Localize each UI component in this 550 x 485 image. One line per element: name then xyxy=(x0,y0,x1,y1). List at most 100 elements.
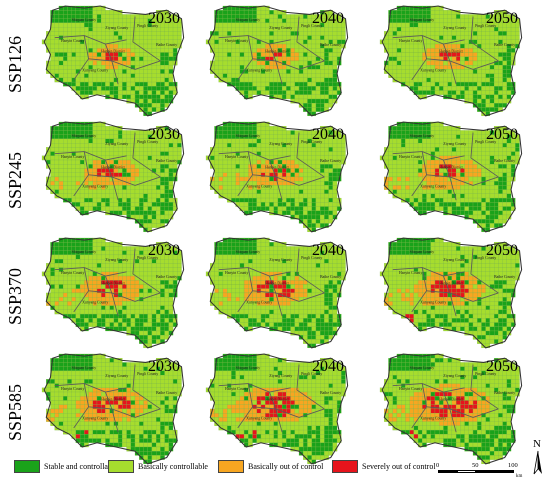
grid-cell xyxy=(502,31,507,36)
county-label: Baihe County xyxy=(156,159,177,163)
grid-cell xyxy=(160,313,165,319)
grid-cell xyxy=(290,90,295,95)
grid-cell xyxy=(58,143,64,148)
grid-cell xyxy=(324,280,329,285)
grid-cell xyxy=(168,168,174,173)
grid-cell xyxy=(260,267,266,272)
grid-cell xyxy=(222,250,228,256)
grid-cell xyxy=(252,176,257,182)
grid-cell xyxy=(92,159,98,165)
grid-cell xyxy=(239,52,245,57)
grid-cell xyxy=(409,138,414,144)
grid-cell xyxy=(147,339,153,344)
grid-cell xyxy=(422,138,427,144)
grid-cell xyxy=(451,202,457,207)
grid-cell xyxy=(290,271,295,277)
grid-cell xyxy=(134,185,140,190)
grid-cell xyxy=(426,43,431,49)
grid-cell xyxy=(168,263,174,268)
grid-cell xyxy=(430,138,436,144)
grid-cell xyxy=(63,242,68,247)
grid-cell xyxy=(168,309,174,315)
grid-cell xyxy=(248,242,253,247)
grid-cell xyxy=(494,94,499,100)
county-label: Xunyang County xyxy=(246,69,272,73)
grid-cell xyxy=(252,90,257,95)
grid-cell xyxy=(307,147,312,152)
grid-cell xyxy=(46,271,51,277)
grid-cell xyxy=(286,60,291,66)
grid-cell xyxy=(101,309,106,315)
grid-cell xyxy=(156,318,161,323)
grid-cell xyxy=(156,297,161,302)
grid-cell xyxy=(88,271,93,277)
grid-cell xyxy=(417,168,423,173)
grid-cell xyxy=(311,267,317,272)
grid-cell xyxy=(164,197,169,203)
grid-cell xyxy=(328,185,333,190)
grid-cell xyxy=(388,35,393,40)
grid-cell xyxy=(439,77,444,83)
grid-cell xyxy=(269,77,274,83)
grid-cell xyxy=(311,65,317,70)
grid-cell xyxy=(130,309,136,315)
grid-cell xyxy=(79,27,85,32)
grid-cell xyxy=(477,172,482,178)
grid-cell xyxy=(265,250,270,256)
grid-cell xyxy=(160,280,165,285)
grid-cell xyxy=(294,202,300,207)
grid-cell xyxy=(447,197,453,203)
grid-cell xyxy=(88,138,93,144)
grid-cell xyxy=(332,185,338,190)
grid-cell xyxy=(67,56,72,62)
grid-cell xyxy=(109,147,115,152)
grid-cell xyxy=(75,10,81,15)
grid-cell xyxy=(143,103,148,108)
grid-cell xyxy=(92,60,98,66)
grid-cell xyxy=(214,31,219,36)
grid-cell xyxy=(218,288,224,294)
grid-cell xyxy=(290,18,295,24)
grid-cell xyxy=(481,219,486,224)
grid-cell xyxy=(498,31,503,36)
grid-cell xyxy=(88,48,93,53)
grid-cell xyxy=(417,52,423,57)
grid-cell xyxy=(126,318,131,323)
grid-cell xyxy=(117,65,123,70)
grid-cell xyxy=(54,258,60,264)
region-outline xyxy=(43,121,185,233)
grid-cell xyxy=(130,77,136,83)
grid-cell xyxy=(130,159,136,165)
grid-cell xyxy=(139,14,144,19)
grid-cell xyxy=(332,77,338,83)
grid-cell xyxy=(88,309,93,315)
grid-cell xyxy=(88,189,93,194)
grid-cell xyxy=(130,43,136,49)
grid-cell xyxy=(248,189,253,194)
grid-cell xyxy=(332,35,338,40)
grid-cell xyxy=(460,134,465,140)
grid-cell xyxy=(485,151,491,156)
grid-cell xyxy=(88,202,93,207)
grid-cell xyxy=(468,94,474,100)
grid-cell xyxy=(472,81,478,87)
grid-cell xyxy=(63,284,68,289)
grid-cell xyxy=(151,322,157,327)
grid-cell xyxy=(164,330,169,336)
grid-cell xyxy=(388,69,393,74)
grid-cell xyxy=(494,189,499,194)
grid-cell xyxy=(122,210,127,216)
grid-cell xyxy=(260,130,266,135)
grid-cell xyxy=(388,14,393,19)
grid-cell xyxy=(485,31,491,36)
grid-cell xyxy=(498,81,503,87)
grid-cell xyxy=(96,18,102,24)
grid-cell xyxy=(315,164,321,169)
grid-cell xyxy=(281,206,287,211)
grid-cell xyxy=(156,305,161,310)
grid-cell xyxy=(243,90,249,95)
grid-cell xyxy=(235,197,240,203)
grid-cell xyxy=(164,86,169,91)
grid-cell xyxy=(260,189,266,194)
grid-cell xyxy=(401,181,406,186)
